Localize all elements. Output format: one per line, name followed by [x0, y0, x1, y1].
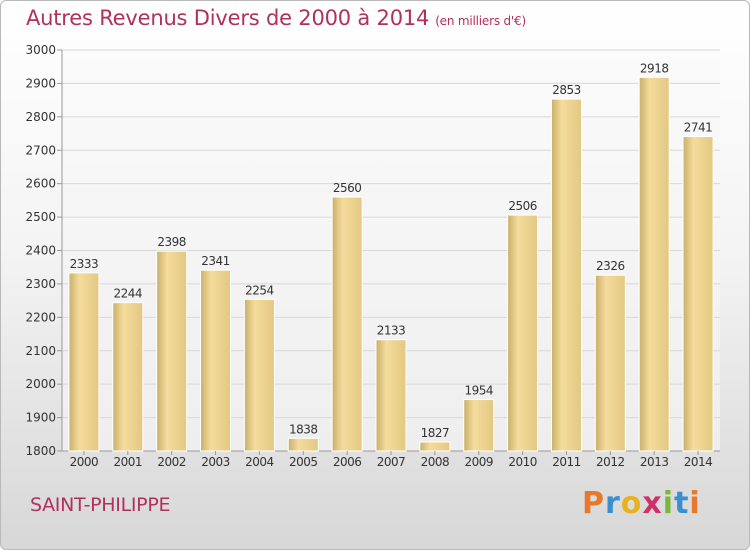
bar — [156, 250, 188, 452]
x-tick-label: 2004 — [245, 455, 274, 469]
bar-value-label: 2918 — [640, 61, 669, 75]
x-tick-label: 2007 — [377, 455, 406, 469]
y-tick-label: 2000 — [25, 377, 56, 391]
proxiti-logo: Proxiti — [582, 486, 701, 521]
logo-letter: i — [689, 486, 701, 521]
commune-name: SAINT-PHILIPPE — [30, 494, 171, 516]
bar — [200, 269, 232, 452]
bar-value-label: 2560 — [333, 181, 362, 195]
y-tick-label: 2600 — [25, 177, 56, 191]
bar-value-label: 2741 — [684, 121, 713, 135]
y-tick-label: 1800 — [25, 444, 56, 458]
bar — [463, 399, 495, 452]
bar-value-label: 2333 — [70, 257, 99, 271]
y-tick-label: 2900 — [25, 76, 56, 90]
x-tick-label: 2005 — [289, 455, 318, 469]
bar — [419, 441, 451, 452]
logo-letter: r — [605, 486, 621, 521]
y-tick-label: 2200 — [25, 310, 56, 324]
bar-value-label: 2398 — [157, 235, 186, 249]
bar — [594, 274, 626, 452]
x-tick-label: 2010 — [508, 455, 537, 469]
x-tick-label: 2013 — [640, 455, 669, 469]
bar — [112, 302, 144, 452]
chart-unit: (en milliers d'€) — [435, 14, 526, 28]
y-tick-label: 1900 — [25, 411, 56, 425]
x-tick-label: 2011 — [552, 455, 581, 469]
bar-value-label: 1954 — [464, 384, 493, 398]
bar-value-label: 2341 — [201, 254, 230, 268]
bar-value-label: 2254 — [245, 283, 274, 297]
x-tick-label: 2009 — [464, 455, 493, 469]
bar-value-label: 2133 — [377, 324, 406, 338]
x-tick-label: 2012 — [596, 455, 625, 469]
logo-letter: i — [662, 486, 675, 521]
bar-value-label: 2506 — [508, 199, 537, 213]
x-tick-label: 2014 — [684, 455, 713, 469]
x-tick-label: 2003 — [201, 455, 230, 469]
bar-value-label: 1838 — [289, 422, 318, 436]
y-tick-label: 2400 — [25, 244, 56, 258]
x-tick-label: 2001 — [114, 455, 143, 469]
bar-value-label: 1827 — [421, 426, 450, 440]
y-tick-label: 3000 — [25, 43, 56, 57]
bar-value-label: 2326 — [596, 259, 625, 273]
logo-letter: t — [674, 486, 690, 521]
x-tick-label: 2002 — [157, 455, 186, 469]
x-tick-label: 2008 — [421, 455, 450, 469]
bar — [243, 298, 275, 452]
y-tick-label: 2700 — [25, 143, 56, 157]
logo-letter: P — [582, 486, 605, 521]
x-tick-label: 2000 — [70, 455, 99, 469]
y-tick-label: 2800 — [25, 110, 56, 124]
bar — [550, 98, 582, 452]
chart-title: Autres Revenus Divers de 2000 à 2014 (en … — [26, 6, 526, 30]
bar — [375, 339, 407, 452]
x-axis: 2000 2001 2002 2003 2004 2005 2006 2007 2008 2009… — [70, 451, 713, 469]
bar — [331, 196, 363, 452]
logo-letter: o — [620, 486, 643, 521]
bar-value-label: 2853 — [552, 83, 581, 97]
y-tick-label: 2500 — [25, 210, 56, 224]
x-tick-label: 2006 — [333, 455, 362, 469]
chart-title-text: Autres Revenus Divers de 2000 à 2014 — [26, 6, 430, 30]
data-labels: 2333 2244 2398 2341 2254 1838 2560 2133 1827 1954… — [70, 61, 713, 440]
bar — [68, 272, 100, 452]
bar-value-label: 2244 — [114, 287, 143, 301]
y-tick-label: 2100 — [25, 344, 56, 358]
bar — [507, 214, 539, 452]
bar — [682, 136, 714, 452]
logo-letter: x — [642, 486, 663, 521]
bar — [287, 437, 319, 452]
bar — [638, 76, 670, 452]
y-tick-label: 2300 — [25, 277, 56, 291]
